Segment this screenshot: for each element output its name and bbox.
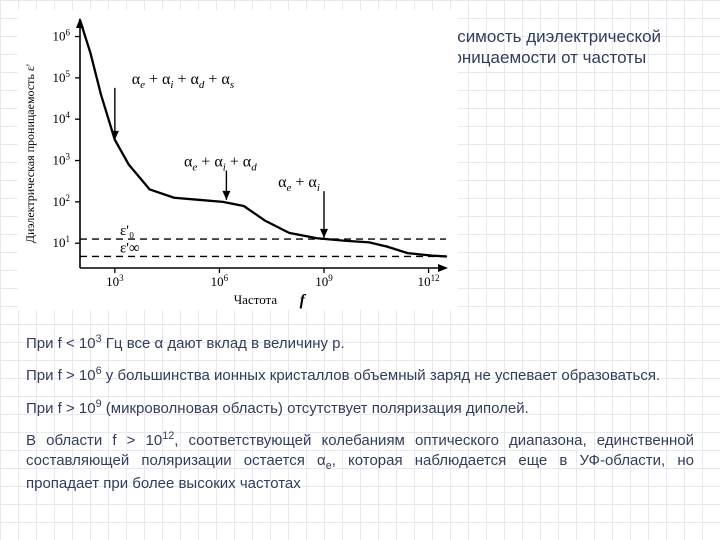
svg-text:αe + αi + αd + αs: αe + αi + αd + αs xyxy=(132,71,234,91)
para-1: При f < 103 Гц все α дают вклад в величи… xyxy=(26,332,694,354)
svg-text:αe + αi: αe + αi xyxy=(278,174,320,194)
para-4: В области f > 1012, соответствующей коле… xyxy=(26,429,694,494)
svg-text:Диэлектрическая проницаемость: Диэлектрическая проницаемость ε' xyxy=(23,64,37,243)
svg-text:Частота: Частота xyxy=(234,292,278,307)
para-3: При f > 109 (микроволновая область) отсу… xyxy=(26,397,694,419)
description-text: При f < 103 Гц все α дают вклад в величи… xyxy=(26,332,694,504)
svg-text:ε'₀: ε'₀ xyxy=(120,223,134,239)
permittivity-chart: 1011021031041051061031061091012ЧастотаfД… xyxy=(18,10,458,310)
para-2: При f > 106 у большинства ионных кристал… xyxy=(26,364,694,386)
svg-text:ε'∞: ε'∞ xyxy=(120,240,140,256)
